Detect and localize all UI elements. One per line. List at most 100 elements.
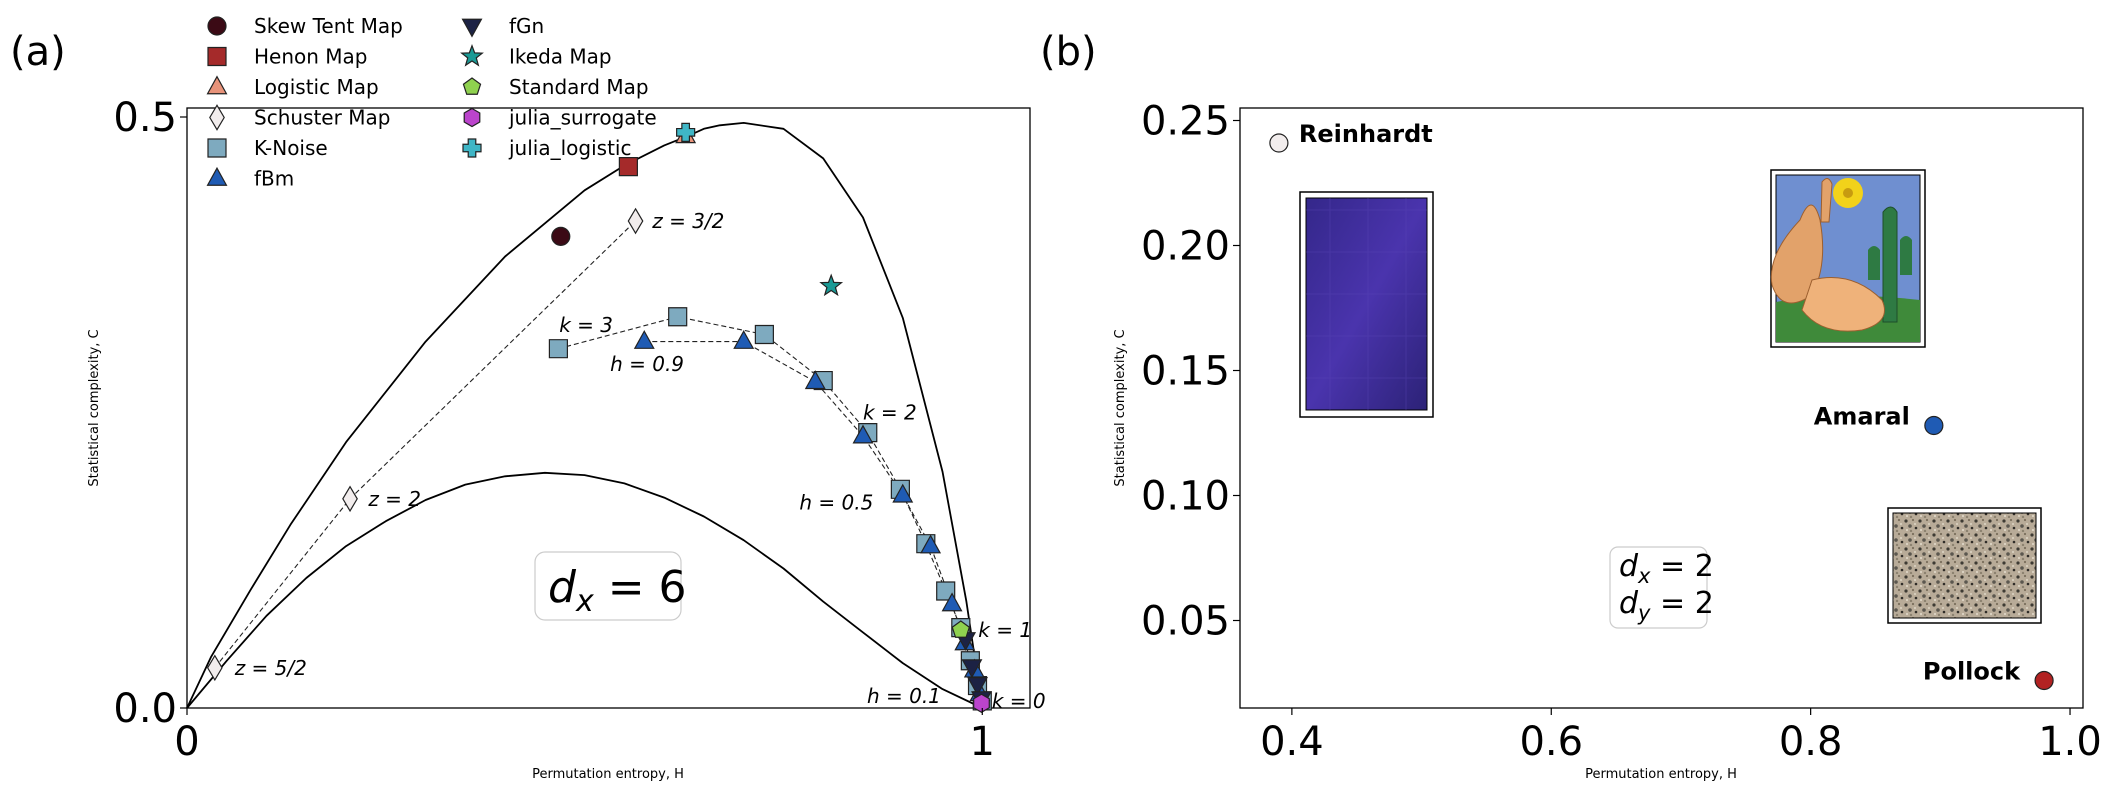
annotation-k-1: k = 1 bbox=[978, 618, 1032, 642]
y-tick-label-0-0: 0.0 bbox=[113, 686, 177, 732]
annotation-h-0-5: h = 0.5 bbox=[799, 490, 873, 514]
point-fbm-4 bbox=[892, 483, 914, 503]
painting-pollock-image bbox=[1887, 507, 2042, 624]
point-schuster-map-0 bbox=[206, 654, 223, 682]
panel-a-xlabel: Permutation entropy, H bbox=[532, 767, 684, 782]
panel-b-dims-box: dx = 2 dy = 2 bbox=[1609, 546, 1714, 629]
point-fbm-1 bbox=[733, 329, 755, 349]
point-k-noise-1 bbox=[668, 307, 688, 327]
legend-label-standard-map: Standard Map bbox=[509, 75, 649, 99]
panel-a-series-lines bbox=[214, 220, 983, 702]
point-fbm-2 bbox=[804, 370, 826, 390]
panel-b-points: Reinhardt Amaral Pollock bbox=[1269, 120, 2054, 691]
panel-a-markers bbox=[206, 122, 992, 713]
panel-a-plot-frame bbox=[186, 107, 1031, 709]
y-tick-label-0-20: 0.20 bbox=[1141, 224, 1230, 270]
point-schuster-map-2 bbox=[627, 207, 644, 235]
y-tick-label-0-25: 0.25 bbox=[1141, 99, 1230, 145]
point-julia-surrogate-0 bbox=[973, 693, 990, 713]
point-label-reinhardt: Reinhardt bbox=[1299, 120, 1433, 148]
legend-label-k-noise: K-Noise bbox=[254, 136, 328, 160]
legend-marker-ikeda-map bbox=[460, 43, 484, 67]
point-fbm-5 bbox=[920, 534, 942, 554]
point-reinhardt bbox=[1269, 133, 1289, 153]
legend-marker-skew-tent-map bbox=[207, 16, 227, 36]
point-fbm-3 bbox=[852, 424, 874, 444]
legend-label-julia-surrogate: julia_surrogate bbox=[508, 106, 657, 130]
series-line-fbm bbox=[644, 341, 981, 694]
point-pollock bbox=[2034, 670, 2054, 691]
legend-label-schuster-map: Schuster Map bbox=[254, 106, 390, 130]
legend-marker-fgn bbox=[461, 18, 483, 38]
legend-label-fgn: fGn bbox=[509, 14, 544, 38]
annotation-z-5-2: z = 5/2 bbox=[234, 656, 307, 680]
x-tick-label-0-4: 0.4 bbox=[1260, 719, 1324, 765]
annotation-k-2: k = 2 bbox=[863, 401, 917, 425]
legend-marker-logistic-map bbox=[206, 75, 228, 95]
panel-b-ylabel: Statistical complexity, C bbox=[1113, 329, 1128, 486]
point-label-pollock: Pollock bbox=[1923, 658, 2021, 686]
legend-marker-julia-logistic bbox=[462, 138, 482, 158]
legend-label-henon-map: Henon Map bbox=[254, 45, 368, 69]
point-fgn-1 bbox=[961, 659, 983, 679]
panel-a-dx-label: dx = 6 bbox=[548, 562, 687, 619]
annotation-z-2: z = 2 bbox=[367, 487, 421, 511]
x-tick-label-1-0: 1.0 bbox=[2038, 719, 2102, 765]
legend-label-julia-logistic: julia_logistic bbox=[508, 136, 631, 160]
legend-marker-k-noise bbox=[207, 138, 227, 158]
legend-marker-schuster-map bbox=[209, 104, 225, 131]
annotation-h-0-1: h = 0.1 bbox=[867, 684, 941, 708]
panel-a-ticks: 0 1 0.0 0.5 bbox=[113, 95, 995, 765]
point-k-noise-0 bbox=[548, 339, 568, 359]
legend-label-fbm: fBm bbox=[254, 167, 294, 191]
point-k-noise-2 bbox=[754, 324, 774, 345]
panel-a-legend: Skew Tent Map Henon Map Logistic Map Schust… bbox=[206, 14, 657, 191]
panel-a-dx-box: dx = 6 bbox=[534, 551, 687, 621]
y-tick-label-0-05: 0.05 bbox=[1141, 599, 1230, 645]
legend-label-logistic-map: Logistic Map bbox=[254, 75, 379, 99]
legend-marker-julia-surrogate bbox=[463, 107, 481, 128]
y-tick-label-0-10: 0.10 bbox=[1141, 474, 1230, 520]
point-henon-map-0 bbox=[618, 157, 638, 177]
bound-curve-lower bbox=[186, 471, 983, 709]
point-fgn-2 bbox=[967, 677, 988, 696]
painting-reinhardt-image bbox=[1299, 191, 1434, 418]
legend-label-ikeda-map: Ikeda Map bbox=[509, 45, 612, 69]
point-ikeda-map-0 bbox=[819, 273, 844, 297]
point-julia-logistic-0 bbox=[676, 122, 696, 142]
point-fbm-6 bbox=[941, 592, 963, 612]
point-fbm-0 bbox=[633, 329, 655, 349]
legend-label-skew-tent-map: Skew Tent Map bbox=[254, 14, 403, 38]
panel-a-label: (a) bbox=[10, 29, 66, 75]
annotation-k-0: k = 0 bbox=[992, 689, 1046, 713]
painting-amaral-image bbox=[1770, 169, 1926, 348]
x-tick-label-0-8: 0.8 bbox=[1779, 719, 1843, 765]
legend-marker-henon-map bbox=[207, 46, 227, 67]
panel-a-annotations: z = 3/2 z = 2 z = 5/2 k = 3 h = 0.9 k = 2 h = … bbox=[234, 209, 1046, 713]
point-skew-tent-map-0 bbox=[551, 226, 571, 246]
point-schuster-map-1 bbox=[342, 485, 358, 513]
x-tick-label-0-6: 0.6 bbox=[1519, 719, 1583, 765]
point-amaral bbox=[1924, 415, 1944, 436]
panel-b-dy-label: dy = 2 bbox=[1619, 586, 1714, 625]
legend-marker-fbm bbox=[206, 166, 228, 186]
point-label-amaral: Amaral bbox=[1814, 403, 1910, 431]
annotation-z-3-2: z = 3/2 bbox=[651, 209, 724, 233]
point-standard-map-0 bbox=[951, 620, 971, 638]
annotation-k-3: k = 3 bbox=[559, 313, 613, 337]
panel-a: (a) z = 3/2 z = 2 z = 5/2 k = 3 h = 0.9 k = 2… bbox=[10, 14, 1046, 782]
panel-b-dx-label: dx = 2 bbox=[1619, 549, 1714, 588]
panel-b-xlabel: Permutation entropy, H bbox=[1585, 767, 1737, 782]
panel-b-ticks: 0.4 0.6 0.8 1.0 0.05 0.10 0.15 0.20 0.25 bbox=[1141, 99, 2102, 766]
panel-a-ylabel: Statistical complexity, C bbox=[87, 329, 102, 486]
panel-b-label: (b) bbox=[1040, 29, 1097, 75]
x-tick-label-1: 1 bbox=[970, 719, 995, 765]
legend-marker-standard-map bbox=[462, 77, 482, 95]
y-tick-label-0-5: 0.5 bbox=[113, 95, 177, 141]
panel-b-plot-frame bbox=[1239, 107, 2084, 709]
x-tick-label-0: 0 bbox=[174, 719, 199, 765]
y-tick-label-0-15: 0.15 bbox=[1141, 349, 1230, 395]
annotation-h-0-9: h = 0.9 bbox=[610, 352, 684, 376]
